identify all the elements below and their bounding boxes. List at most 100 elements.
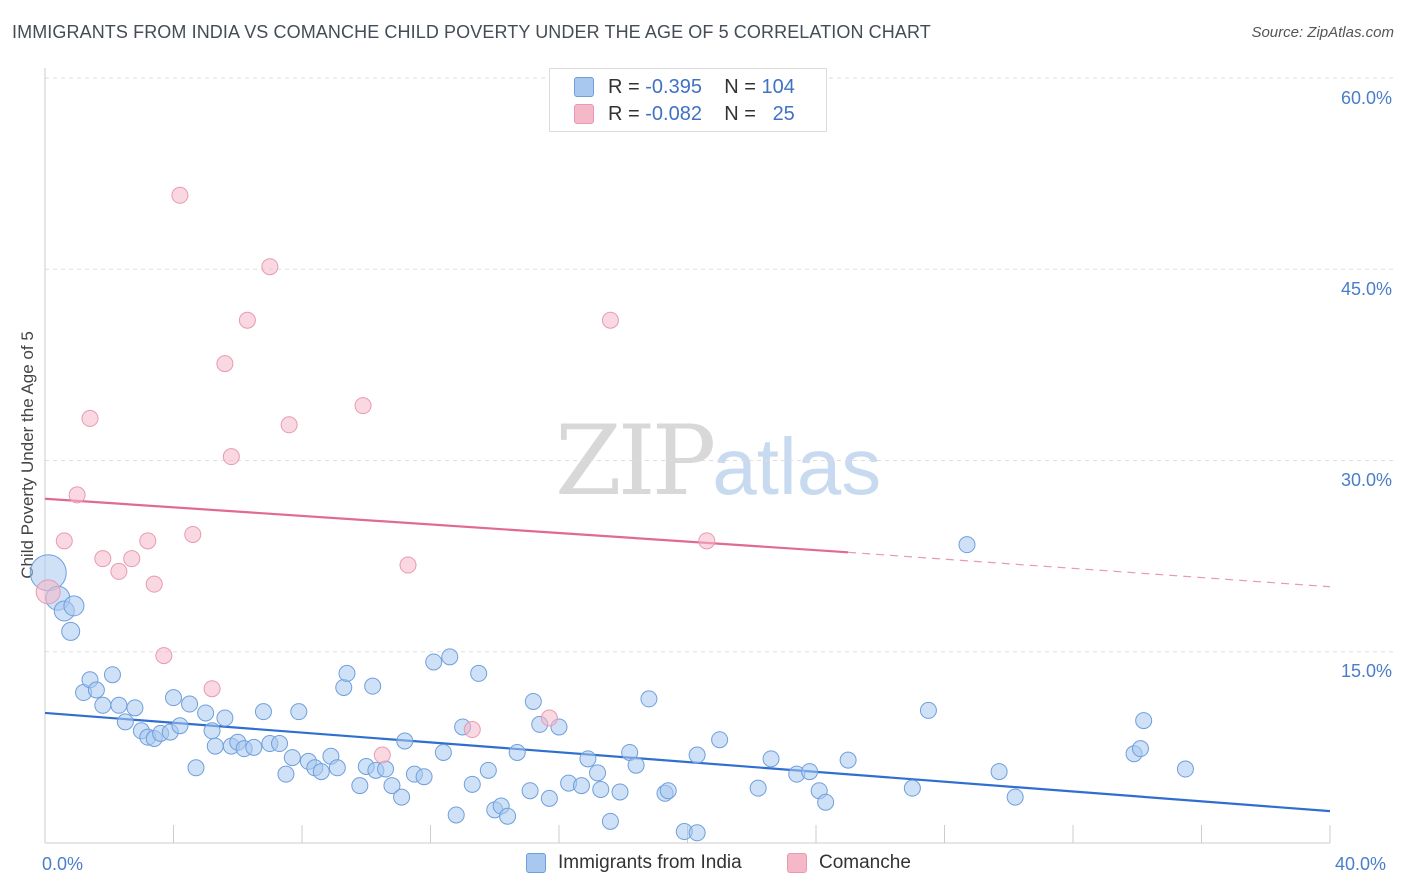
bottom-legend-swatch-comanche: [787, 853, 807, 873]
data-point-india: [508, 743, 526, 761]
data-point-india: [338, 664, 356, 682]
data-point-india: [335, 678, 353, 696]
data-point-india: [181, 695, 199, 713]
data-point-comanche: [373, 746, 391, 764]
bottom-legend-india: Immigrants from India: [526, 852, 742, 874]
data-point-india: [271, 735, 289, 753]
legend-r-label: R =: [608, 102, 640, 125]
legend-n-value: 104: [761, 75, 795, 98]
watermark-atlas: atlas: [712, 422, 882, 511]
data-point-comanche: [238, 311, 256, 329]
data-point-india: [711, 731, 729, 749]
data-point-comanche: [55, 532, 73, 550]
data-point-india: [415, 768, 433, 786]
data-point-india: [592, 780, 610, 798]
data-point-india: [688, 824, 706, 842]
data-point-india: [611, 783, 629, 801]
grid-lines: [45, 77, 1395, 653]
data-point-india: [447, 806, 465, 824]
data-point-india: [277, 765, 295, 783]
data-point-india: [589, 764, 607, 782]
data-point-comanche: [35, 579, 61, 605]
chart-title: IMMIGRANTS FROM INDIA VS COMANCHE CHILD …: [12, 22, 931, 42]
legend-row-comanche: R = -0.082 N = 25: [574, 102, 795, 126]
data-point-india: [627, 756, 645, 774]
legend-swatch-india: [574, 77, 594, 97]
data-point-india: [396, 732, 414, 750]
data-point-india: [61, 621, 81, 641]
data-point-india: [919, 701, 937, 719]
data-point-comanche: [171, 186, 189, 204]
data-point-india: [377, 760, 395, 778]
data-point-india: [749, 779, 767, 797]
data-point-india: [206, 737, 224, 755]
data-point-india: [283, 749, 301, 767]
data-point-india: [958, 536, 976, 554]
data-point-india: [165, 689, 182, 707]
legend-row-india: R = -0.395 N = 104: [574, 75, 795, 99]
data-point-comanche: [184, 525, 202, 543]
data-point-india: [540, 789, 558, 807]
data-point-india: [817, 793, 835, 811]
data-point-india: [524, 692, 542, 710]
data-point-india: [254, 703, 272, 721]
data-point-comanche: [145, 575, 163, 593]
bottom-legend-label-india: Immigrants from India: [558, 852, 742, 873]
trend-line-comanche-extension: [848, 551, 1331, 588]
data-point-india: [470, 664, 488, 682]
data-point-india: [572, 777, 590, 795]
data-point-india: [312, 763, 330, 781]
legend-n-value: 25: [772, 102, 795, 125]
data-point-comanche: [261, 258, 279, 276]
legend-r-value: -0.082: [645, 102, 702, 125]
data-point-comanche: [601, 311, 619, 329]
data-point-india: [903, 779, 921, 797]
data-point-comanche: [354, 397, 372, 415]
data-point-india: [659, 782, 677, 800]
trend-lines: [44, 497, 1331, 813]
data-point-india: [110, 696, 128, 714]
data-point-india: [434, 743, 452, 761]
data-point-comanche: [110, 562, 128, 580]
data-point-india: [640, 690, 658, 708]
y-tick-label-60: 60.0%: [1341, 88, 1392, 108]
data-point-comanche: [540, 709, 558, 727]
data-point-india: [463, 775, 481, 793]
data-point-india: [1131, 740, 1149, 758]
legend-n-label: N =: [724, 102, 756, 125]
data-point-comanche: [203, 680, 221, 698]
data-point-india: [762, 750, 780, 768]
correlation-legend: R = -0.395 N = 104 R = -0.082 N = 25: [549, 68, 827, 132]
data-point-india: [245, 738, 263, 756]
y-tick-label-45: 45.0%: [1341, 279, 1392, 299]
data-point-india: [63, 595, 85, 617]
data-point-india: [383, 777, 401, 795]
bottom-legend-swatch-india: [526, 853, 546, 873]
data-point-india: [393, 788, 411, 806]
data-point-comanche: [81, 409, 99, 427]
data-point-india: [801, 763, 819, 781]
data-point-india: [94, 696, 112, 714]
data-point-india: [197, 704, 215, 722]
y-tick-label-15: 15.0%: [1341, 661, 1392, 681]
data-point-india: [1006, 788, 1024, 806]
data-point-india: [187, 759, 205, 777]
data-point-india: [290, 703, 308, 721]
data-point-india: [521, 782, 539, 800]
data-point-india: [441, 648, 459, 666]
y-tick-label-30: 30.0%: [1341, 470, 1392, 490]
chart-source: Source: ZipAtlas.com: [1251, 24, 1394, 41]
bottom-legend-label-comanche: Comanche: [819, 852, 911, 873]
data-point-india: [601, 812, 619, 830]
trend-line-comanche: [44, 497, 849, 554]
data-point-india: [364, 677, 382, 695]
data-point-india: [1135, 712, 1153, 730]
data-point-comanche: [68, 486, 86, 504]
data-point-comanche: [94, 550, 112, 568]
data-point-comanche: [155, 647, 173, 665]
data-point-comanche: [139, 532, 157, 550]
legend-n-label: N =: [724, 75, 756, 98]
data-points: [29, 186, 1194, 842]
data-point-comanche: [222, 448, 240, 466]
